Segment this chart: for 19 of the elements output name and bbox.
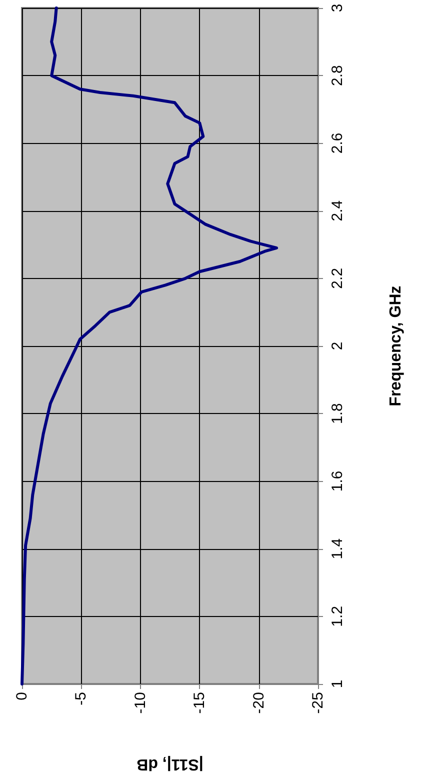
- x-tick-label: 0: [14, 692, 30, 700]
- y-tick-label: 1.2: [329, 606, 346, 627]
- x-tick-label: -25: [310, 692, 326, 714]
- x-tick-label: -20: [250, 692, 268, 714]
- y-tick-label: 2.2: [329, 268, 346, 289]
- y-tick-label: 1.4: [329, 538, 346, 560]
- x-axis-title: |S11|, dB: [136, 756, 204, 772]
- y-tick-label: 3: [329, 4, 346, 12]
- x-tick-label: -15: [191, 692, 208, 714]
- y-tick-label: 1: [329, 680, 346, 688]
- y-tick-label: 2.4: [329, 200, 346, 222]
- y-tick-label: 2.6: [329, 132, 346, 154]
- y-tick-label: 2: [329, 342, 346, 350]
- x-tick-label: -10: [132, 692, 149, 714]
- x-tick-label: -5: [72, 692, 90, 706]
- y-tick-label: 2.8: [329, 65, 346, 86]
- y-tick-label: 1.6: [329, 470, 346, 492]
- y-axis-title: Frequency, GHz: [388, 286, 404, 406]
- y-tick-label: 1.8: [329, 403, 346, 424]
